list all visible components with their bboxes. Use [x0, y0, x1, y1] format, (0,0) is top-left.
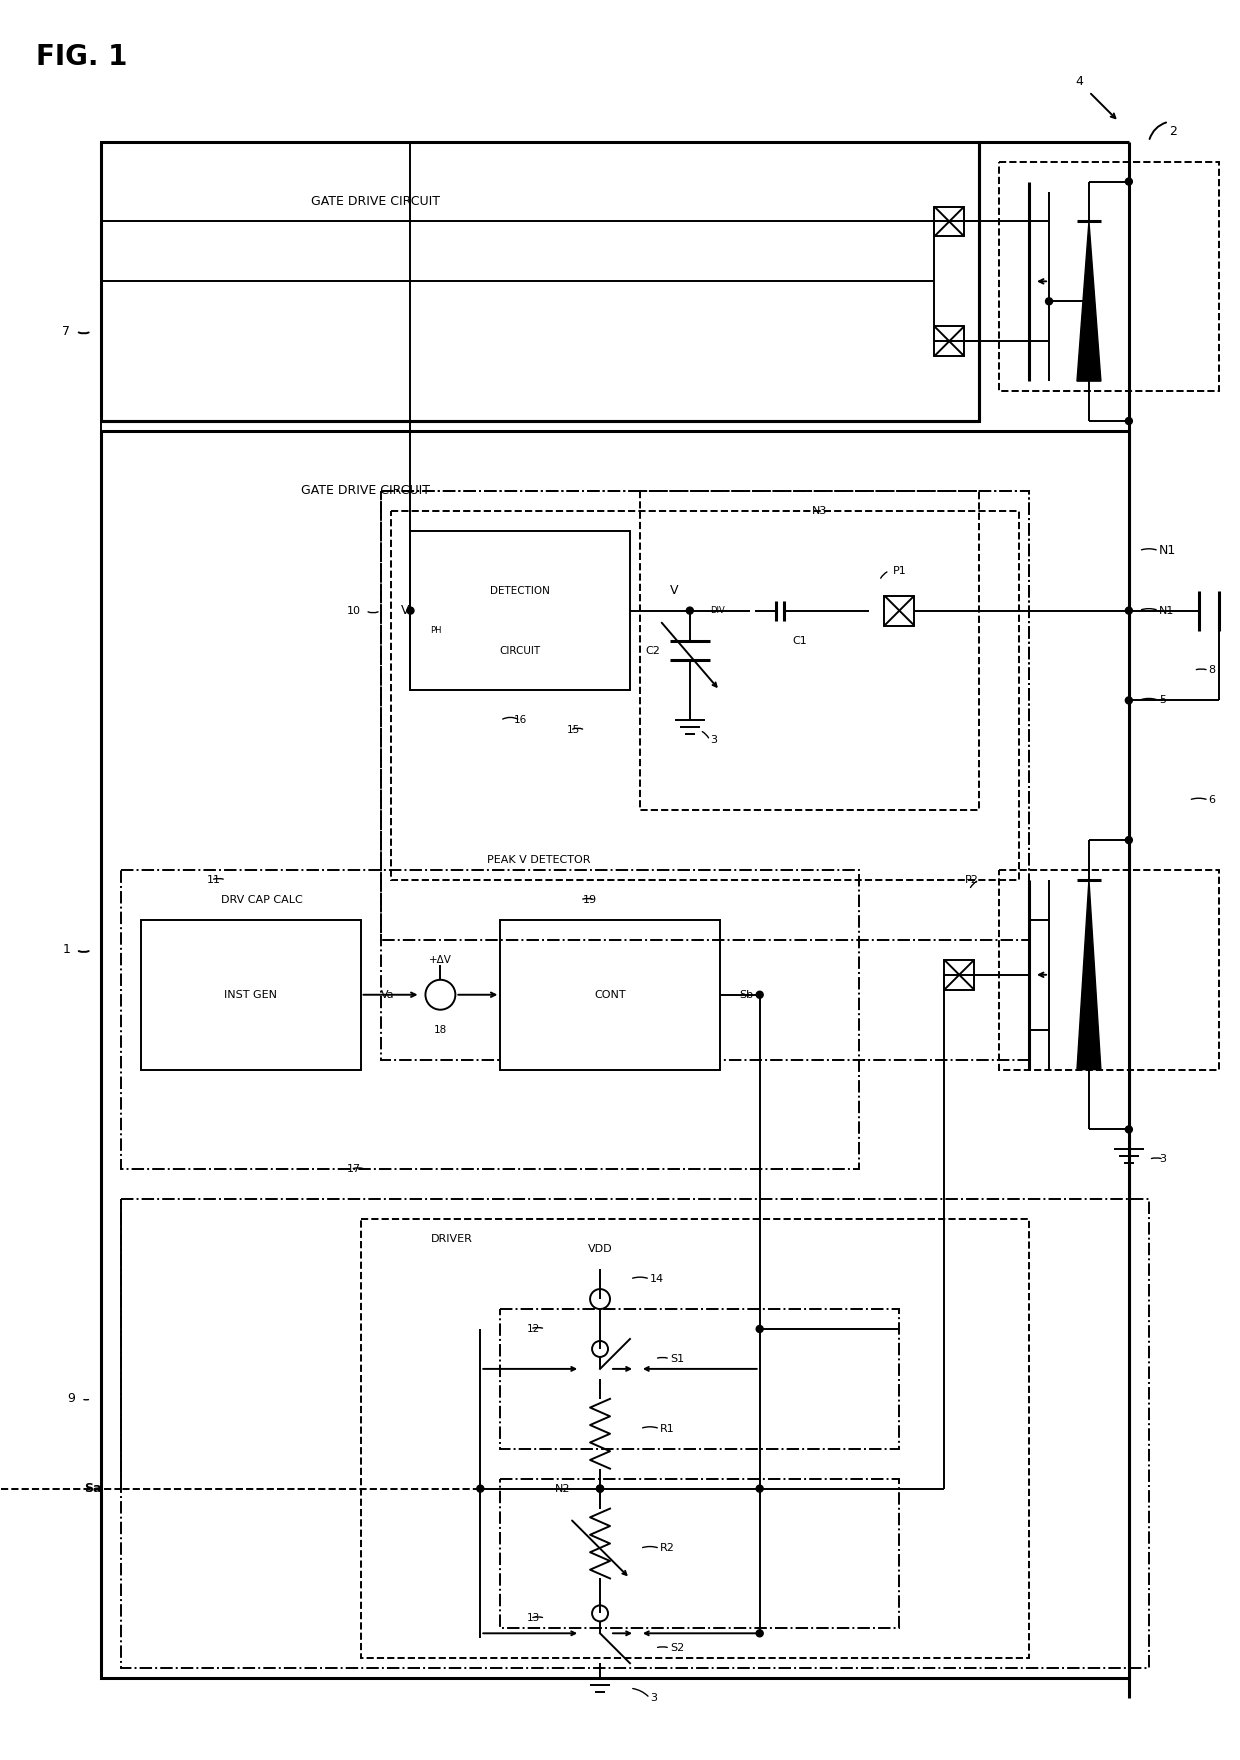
Text: 3: 3	[709, 736, 717, 744]
Text: INST GEN: INST GEN	[224, 989, 278, 1000]
Text: VDD: VDD	[588, 1244, 613, 1255]
Polygon shape	[1078, 222, 1101, 382]
Text: PH: PH	[430, 627, 441, 635]
Bar	[141, 920, 361, 1070]
Text: 3: 3	[650, 1693, 657, 1704]
Text: GATE DRIVE CIRCUIT: GATE DRIVE CIRCUIT	[301, 484, 430, 498]
Text: C1: C1	[792, 635, 807, 646]
Text: C2: C2	[645, 646, 660, 655]
Text: 9: 9	[67, 1392, 76, 1404]
Text: S2: S2	[670, 1644, 684, 1653]
Text: N2: N2	[554, 1484, 570, 1494]
Text: S1: S1	[670, 1353, 684, 1364]
Circle shape	[477, 1485, 484, 1492]
Circle shape	[756, 1325, 763, 1332]
Text: 10: 10	[347, 605, 361, 616]
Bar	[934, 326, 965, 356]
Bar	[500, 1478, 899, 1628]
Bar	[102, 431, 1128, 1679]
Circle shape	[1126, 1126, 1132, 1133]
Circle shape	[1126, 607, 1132, 614]
Bar	[410, 532, 630, 690]
Bar	[102, 141, 980, 421]
Text: N1: N1	[1159, 605, 1174, 616]
Text: CONT: CONT	[594, 989, 626, 1000]
Bar	[640, 491, 980, 810]
Text: 1: 1	[62, 943, 71, 956]
Circle shape	[1085, 297, 1092, 304]
Text: DETECTION: DETECTION	[490, 586, 551, 595]
Circle shape	[687, 607, 693, 614]
Text: Va: Va	[381, 989, 394, 1000]
Text: 18: 18	[434, 1024, 448, 1035]
Circle shape	[596, 1485, 604, 1492]
Bar	[361, 1220, 1029, 1658]
Bar	[999, 162, 1219, 391]
Text: P2: P2	[965, 875, 980, 885]
Text: 15: 15	[567, 725, 580, 736]
Text: 7: 7	[62, 326, 71, 338]
Bar	[500, 1309, 899, 1448]
Text: 4: 4	[1075, 76, 1083, 88]
Text: V: V	[670, 584, 678, 597]
Bar	[122, 1199, 1148, 1668]
Text: GATE DRIVE CIRCUIT: GATE DRIVE CIRCUIT	[311, 195, 440, 208]
Text: FIG. 1: FIG. 1	[36, 42, 128, 70]
Circle shape	[756, 991, 763, 998]
Text: N1: N1	[1159, 544, 1176, 558]
Text: 6: 6	[1209, 796, 1215, 804]
Bar	[391, 510, 1019, 880]
Bar	[500, 920, 719, 1070]
Polygon shape	[1078, 880, 1101, 1070]
Circle shape	[1126, 178, 1132, 185]
Circle shape	[1126, 836, 1132, 843]
Text: 8: 8	[1209, 665, 1215, 676]
Text: DRIVER: DRIVER	[430, 1234, 472, 1244]
Bar	[945, 959, 975, 989]
Text: 2: 2	[1169, 125, 1177, 139]
Circle shape	[407, 607, 414, 614]
Text: 3: 3	[1159, 1155, 1166, 1165]
Circle shape	[756, 1630, 763, 1637]
Text: N3: N3	[812, 505, 827, 516]
Text: R2: R2	[660, 1544, 675, 1554]
Text: V: V	[401, 604, 409, 618]
Text: 14: 14	[650, 1274, 665, 1285]
Circle shape	[1126, 697, 1132, 704]
Text: 12: 12	[527, 1324, 541, 1334]
Bar	[381, 491, 1029, 1060]
Text: 13: 13	[527, 1614, 541, 1623]
Text: 17: 17	[346, 1165, 361, 1174]
Text: 19: 19	[583, 894, 598, 905]
Text: CIRCUIT: CIRCUIT	[500, 646, 541, 655]
Bar	[381, 491, 1029, 940]
Circle shape	[596, 1485, 604, 1492]
Text: PEAK V DETECTOR: PEAK V DETECTOR	[486, 855, 590, 866]
Bar	[122, 869, 859, 1169]
Text: DRV CAP CALC: DRV CAP CALC	[221, 894, 303, 905]
Text: R1: R1	[660, 1424, 675, 1434]
Text: DIV: DIV	[709, 605, 724, 614]
Text: P1: P1	[893, 565, 906, 576]
Text: 11: 11	[207, 875, 221, 885]
Circle shape	[756, 1485, 763, 1492]
Text: Sb: Sb	[740, 989, 754, 1000]
Text: 16: 16	[513, 715, 527, 725]
Circle shape	[1045, 297, 1053, 304]
Text: +ΔV: +ΔV	[429, 956, 451, 964]
Circle shape	[1126, 417, 1132, 424]
Text: Sa: Sa	[83, 1482, 102, 1496]
Bar	[999, 869, 1219, 1070]
Bar	[884, 595, 914, 625]
Bar	[934, 206, 965, 236]
Text: 5: 5	[1159, 695, 1166, 706]
